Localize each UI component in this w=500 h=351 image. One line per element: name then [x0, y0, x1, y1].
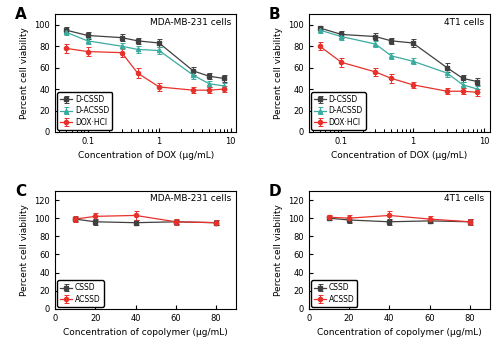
X-axis label: Concentration of copolymer (μg/mL): Concentration of copolymer (μg/mL): [63, 328, 228, 337]
Text: MDA-MB-231 cells: MDA-MB-231 cells: [150, 18, 231, 27]
Text: B: B: [269, 7, 280, 22]
Legend: CSSD, ACSSD: CSSD, ACSSD: [58, 280, 104, 306]
Text: 4T1 cells: 4T1 cells: [444, 194, 484, 204]
Text: C: C: [15, 184, 26, 199]
Legend: CSSD, ACSSD: CSSD, ACSSD: [311, 280, 358, 306]
Legend: D-CSSD, D-ACSSD, DOX·HCl: D-CSSD, D-ACSSD, DOX·HCl: [58, 92, 112, 130]
Y-axis label: Percent cell viability: Percent cell viability: [274, 27, 282, 119]
X-axis label: Concentration of DOX (μg/mL): Concentration of DOX (μg/mL): [331, 151, 468, 160]
Text: MDA-MB-231 cells: MDA-MB-231 cells: [150, 194, 231, 204]
Y-axis label: Percent cell viability: Percent cell viability: [274, 204, 282, 296]
X-axis label: Concentration of copolymer (μg/mL): Concentration of copolymer (μg/mL): [317, 328, 482, 337]
X-axis label: Concentration of DOX (μg/mL): Concentration of DOX (μg/mL): [78, 151, 214, 160]
Text: 4T1 cells: 4T1 cells: [444, 18, 484, 27]
Text: A: A: [15, 7, 27, 22]
Y-axis label: Percent cell viability: Percent cell viability: [20, 27, 29, 119]
Y-axis label: Percent cell viability: Percent cell viability: [20, 204, 29, 296]
Legend: D-CSSD, D-ACSSD, DOX·HCl: D-CSSD, D-ACSSD, DOX·HCl: [311, 92, 366, 130]
Text: D: D: [269, 184, 281, 199]
